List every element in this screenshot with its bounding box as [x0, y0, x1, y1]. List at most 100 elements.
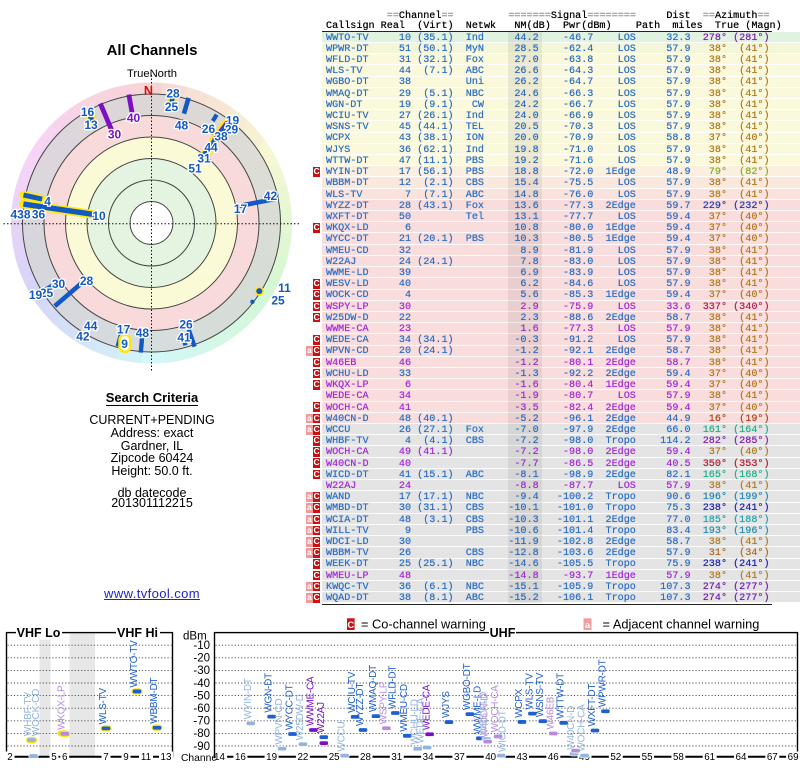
svg-text:WSPY-LP: WSPY-LP	[378, 681, 389, 724]
svg-text:WPVN-CD: WPVN-CD	[274, 699, 285, 745]
svg-text:WMEU-CD: WMEU-CD	[399, 684, 410, 732]
svg-text:25: 25	[329, 752, 340, 763]
svg-text:WCHU-LD: WCHU-LD	[410, 699, 421, 744]
svg-text:64: 64	[736, 752, 747, 763]
svg-text:11: 11	[141, 752, 151, 763]
svg-text:WYCC-DT: WYCC-DT	[285, 684, 296, 730]
svg-text:WBBM-DT: WBBM-DT	[149, 678, 160, 724]
svg-text:WWME-LD: WWME-LD	[472, 686, 483, 734]
svg-text:44: 44	[204, 140, 218, 154]
svg-text:29: 29	[225, 122, 239, 136]
svg-text:W40CN-D: W40CN-D	[566, 706, 577, 750]
svg-text:dBm: dBm	[183, 631, 207, 643]
svg-text:-70: -70	[193, 716, 210, 728]
svg-text:51: 51	[188, 161, 202, 175]
svg-text:7: 7	[103, 752, 108, 763]
svg-text:30: 30	[52, 277, 66, 291]
svg-text:9: 9	[123, 752, 128, 763]
svg-text:WTTW-DT: WTTW-DT	[556, 673, 567, 719]
svg-text:52: 52	[610, 752, 621, 763]
svg-text:N: N	[144, 84, 153, 98]
svg-text:= Co-channel warning: = Co-channel warning	[361, 616, 486, 631]
svg-text:16: 16	[81, 105, 95, 119]
svg-text:38: 38	[214, 129, 228, 143]
svg-text:WHBF-TV: WHBF-TV	[23, 692, 34, 736]
svg-text:46: 46	[548, 752, 559, 763]
svg-text:19: 19	[266, 752, 277, 763]
svg-text:WICD-DT: WICD-DT	[498, 710, 509, 752]
svg-text:Channel: Channel	[181, 753, 219, 764]
svg-text:-90: -90	[193, 741, 210, 753]
svg-text:W25DW-D: W25DW-D	[295, 694, 306, 740]
svg-text:WEDE-CA: WEDE-CA	[415, 697, 426, 743]
svg-text:42: 42	[76, 329, 90, 343]
svg-text:11: 11	[278, 281, 291, 295]
svg-text:6: 6	[62, 752, 68, 763]
svg-text:44: 44	[84, 319, 98, 333]
svg-text:WYIN-DT: WYIN-DT	[243, 678, 254, 719]
svg-text:4: 4	[44, 194, 51, 208]
svg-text:26: 26	[179, 317, 193, 331]
svg-text:14: 14	[214, 752, 225, 763]
svg-text:WCPX: WCPX	[514, 688, 525, 718]
svg-text:WGN-DT: WGN-DT	[264, 673, 275, 713]
svg-text:WEDE-CA: WEDE-CA	[422, 684, 433, 730]
svg-text:5: 5	[51, 752, 57, 763]
svg-text:26: 26	[202, 122, 216, 136]
svg-text:WGBO-DT: WGBO-DT	[462, 663, 473, 710]
svg-text:55: 55	[642, 752, 653, 763]
svg-text:WOCH-CA: WOCH-CA	[490, 685, 501, 733]
svg-text:438: 438	[10, 207, 30, 221]
svg-text:13: 13	[84, 118, 98, 132]
svg-text:69: 69	[788, 752, 799, 763]
svg-text:25: 25	[40, 286, 54, 300]
svg-text:WSNS-TV: WSNS-TV	[535, 672, 546, 717]
svg-text:61: 61	[704, 752, 715, 763]
svg-text:42: 42	[264, 189, 278, 203]
svg-text:W40CN-D: W40CN-D	[480, 694, 491, 738]
svg-text:58: 58	[673, 752, 684, 763]
svg-text:-50: -50	[193, 690, 210, 702]
svg-text:W46EB: W46EB	[545, 696, 556, 729]
svg-text:-80: -80	[193, 728, 210, 740]
svg-text:41: 41	[177, 330, 191, 344]
svg-text:WOCH-CA: WOCH-CA	[577, 704, 588, 752]
svg-text:W22AJ: W22AJ	[316, 702, 327, 733]
svg-text:WLS-TV: WLS-TV	[98, 688, 109, 725]
svg-text:WWTO-TV: WWTO-TV	[129, 640, 140, 688]
svg-text:17: 17	[234, 202, 248, 216]
svg-text:17: 17	[117, 323, 131, 337]
svg-text:9: 9	[121, 337, 128, 351]
svg-text:WOCK-CD: WOCK-CD	[31, 689, 42, 736]
svg-text:48: 48	[136, 326, 150, 340]
svg-text:WPWR-DT: WPWR-DT	[597, 659, 608, 707]
svg-text:WMAQ-DT: WMAQ-DT	[368, 665, 379, 712]
svg-text:2: 2	[7, 752, 12, 763]
svg-text:VHF Lo: VHF Lo	[17, 626, 61, 640]
svg-text:28: 28	[80, 274, 94, 288]
svg-text:-60: -60	[193, 703, 210, 715]
svg-text:= Adjacent channel warning: = Adjacent channel warning	[603, 616, 760, 631]
svg-text:28: 28	[360, 752, 371, 763]
svg-text:-10: -10	[193, 640, 210, 652]
svg-text:WCIU-TV: WCIU-TV	[347, 671, 358, 713]
svg-text:31: 31	[197, 151, 211, 165]
svg-text:37: 37	[454, 752, 465, 763]
svg-text:25: 25	[165, 100, 179, 114]
svg-text:19: 19	[29, 288, 43, 302]
svg-text:WFLD-DT: WFLD-DT	[387, 666, 398, 709]
svg-text:13: 13	[161, 752, 172, 763]
svg-text:WKQX-LP: WKQX-LP	[56, 685, 67, 730]
svg-text:48: 48	[175, 118, 189, 132]
svg-text:30: 30	[108, 127, 122, 141]
svg-text:WXFT-DT: WXFT-DT	[587, 684, 598, 727]
svg-text:WWME-CA: WWME-CA	[305, 676, 316, 726]
svg-text:-40: -40	[193, 678, 210, 690]
svg-text:UHF: UHF	[490, 626, 516, 640]
svg-text:19: 19	[226, 113, 240, 127]
svg-text:a: a	[585, 620, 591, 631]
svg-text:WESV-LD: WESV-LD	[478, 692, 489, 735]
svg-text:25: 25	[271, 293, 285, 307]
svg-text:34: 34	[423, 752, 434, 763]
svg-text:67: 67	[767, 752, 778, 763]
